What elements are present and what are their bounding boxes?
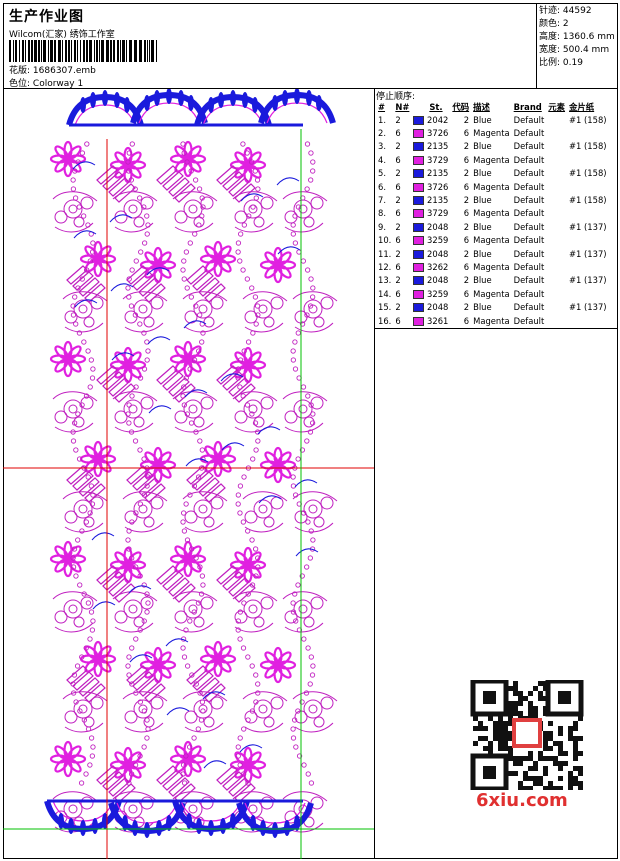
color-swatch xyxy=(413,155,425,165)
stat-colors: 颜色: 2 xyxy=(539,19,569,29)
table-row: 15. 2 2048 2 Blue Default #1 (137) xyxy=(378,302,607,313)
table-row: 4. 6 3729 6 Magenta Default xyxy=(378,154,545,165)
stat-width: 宽度: 500.4 mm xyxy=(539,45,610,55)
color-swatch xyxy=(413,303,425,313)
qr-code-icon xyxy=(470,680,584,790)
stat-height: 高度: 1360.6 mm xyxy=(539,32,615,42)
color-swatch xyxy=(413,142,425,152)
table-row: 13. 2 2048 2 Blue Default #1 (137) xyxy=(378,275,607,286)
site-watermark: 6xiu.com xyxy=(476,790,568,811)
stop-sequence-title: 停止顺序: xyxy=(376,92,416,102)
colorway-value: Colorway 1 xyxy=(32,79,84,89)
colorway-row: 色位: Colorway 1 xyxy=(9,76,83,89)
design-label: 花版: xyxy=(9,66,31,76)
color-swatch xyxy=(413,222,425,232)
company-name: Wilcom(汇家) 绣饰工作室 xyxy=(9,30,115,40)
table-row: 2. 6 3726 6 Magenta Default xyxy=(378,128,545,139)
page-frame xyxy=(3,3,618,859)
table-row: 16. 6 3261 6 Magenta Default xyxy=(378,315,545,326)
embroidery-design-icon xyxy=(3,89,374,859)
color-swatch xyxy=(413,289,425,299)
stat-scale: 比例: 0.19 xyxy=(539,58,583,68)
table-row: 9. 2 2048 2 Blue Default #1 (137) xyxy=(378,221,607,232)
color-swatch xyxy=(413,249,425,259)
color-swatch xyxy=(413,182,425,192)
table-header: # N# St. 代码 描述 Brand 元素 金片纸 xyxy=(378,102,595,112)
table-row: 7. 2 2135 2 Blue Default #1 (158) xyxy=(378,195,607,206)
table-row: 11. 2 2048 2 Blue Default #1 (137) xyxy=(378,248,607,259)
table-row: 10. 6 3259 6 Magenta Default xyxy=(378,235,545,246)
design-file-row: 花版: 1686307.emb xyxy=(9,63,96,76)
stop-sequence-table: # N# St. 代码 描述 Brand 元素 金片纸 1. 2 2042 2 Blu… xyxy=(376,101,609,327)
table-row: 8. 6 3729 6 Magenta Default xyxy=(378,208,545,219)
stop-sequence-panel: 停止顺序: # N# St. 代码 描述 Brand 元素 金片纸 1. 2 20… xyxy=(375,89,618,329)
table-row: 12. 6 3262 6 Magenta Default xyxy=(378,261,545,272)
table-row: 6. 6 3726 6 Magenta Default xyxy=(378,181,545,192)
design-value: 1686307.emb xyxy=(32,66,96,76)
barcode-icon xyxy=(9,40,157,62)
bottom-scallop-border xyxy=(47,801,311,838)
table-row: 5. 2 2135 2 Blue Default #1 (158) xyxy=(378,168,607,179)
color-swatch xyxy=(413,196,425,206)
guide-lines xyxy=(3,129,374,859)
color-swatch xyxy=(413,236,425,246)
color-swatch xyxy=(413,209,425,219)
table-row: 1. 2 2042 2 Blue Default #1 (158) xyxy=(378,114,607,125)
color-swatch xyxy=(413,129,425,139)
color-swatch xyxy=(413,115,425,125)
page-title: 生产作业图 xyxy=(9,9,84,25)
stats-panel: 针迹: 44592 颜色: 2 高度: 1360.6 mm 宽度: 500.4 … xyxy=(537,3,618,89)
header-panel: 生产作业图 Wilcom(汇家) 绣饰工作室 花版: 1686307.emb 色… xyxy=(3,3,537,89)
color-swatch xyxy=(413,169,425,179)
color-swatch xyxy=(413,276,425,286)
color-swatch xyxy=(413,262,425,272)
design-preview xyxy=(3,89,375,859)
top-scallop-border xyxy=(69,89,333,125)
colorway-label: 色位: xyxy=(9,79,31,89)
color-swatch xyxy=(413,316,425,326)
table-row: 3. 2 2135 2 Blue Default #1 (158) xyxy=(378,141,607,152)
stat-stitches: 针迹: 44592 xyxy=(539,6,592,16)
table-row: 14. 6 3259 6 Magenta Default xyxy=(378,288,545,299)
